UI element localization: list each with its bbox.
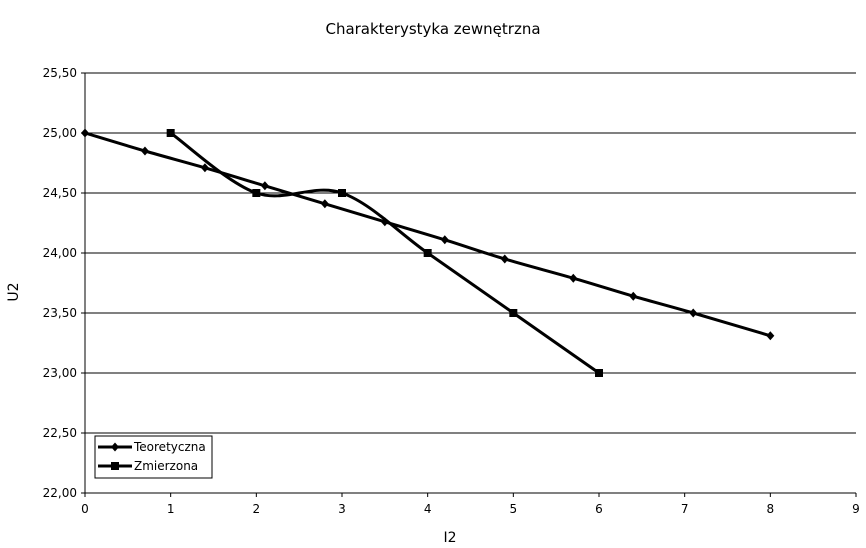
data-point-square [509,309,518,317]
legend-item: Teoretyczna [98,440,206,454]
series-1 [81,128,775,341]
y-tick-label: 22,00 [43,486,77,500]
data-point-diamond [320,199,329,209]
data-point-diamond [200,163,209,173]
x-tick-label: 3 [338,502,346,516]
series-2 [166,129,603,377]
y-tick-label: 24,00 [43,246,77,260]
x-tick-label: 9 [852,502,860,516]
x-tick-label: 1 [167,502,175,516]
data-point-square [595,369,603,377]
y-tick-label: 24,50 [43,186,77,200]
legend: Teoretyczna Zmierzona [94,435,213,479]
x-axis-label: I2 [443,530,456,546]
x-tick-label: 6 [595,502,603,516]
data-point-diamond [81,128,89,138]
x-tick-label: 8 [767,502,775,516]
y-tick-label: 23,50 [43,306,77,320]
data-point-diamond [140,146,149,156]
y-tick-label: 23,00 [43,366,77,380]
data-point-square [252,189,261,197]
data-point-diamond [440,235,449,245]
x-tick-label: 7 [681,502,689,516]
gridlines [85,72,856,434]
x-tick-label: 4 [424,502,432,516]
data-point-diamond [766,331,775,341]
series-line [83,131,772,338]
y-tick-label: 25,50 [43,66,77,80]
y-tick-label: 25,00 [43,126,77,140]
data-point-diamond [500,254,509,264]
legend-box [94,435,213,479]
series-line [169,131,601,375]
data-point-diamond [569,273,578,283]
legend-swatch-marker [111,442,119,452]
chart-title: Charakterystyka zewnętrzna [325,20,541,38]
series-lines [81,128,775,377]
y-axis-label: U2 [6,282,22,301]
data-point-square [166,129,175,137]
data-point-diamond [260,181,269,191]
x-axis-ticks: 0 1 2 3 4 5 6 7 8 9 [81,493,860,516]
data-point-square [338,189,346,197]
y-tick-label: 22,50 [43,426,77,440]
x-tick-label: 0 [81,502,89,516]
legend-item: Zmierzona [98,459,198,473]
y-axis-ticks: 22,00 22,50 23,00 23,50 24,00 24,50 25,00 25,50 [43,66,85,500]
x-tick-label: 5 [510,502,518,516]
axes [84,73,856,494]
data-point-square [423,249,432,257]
legend-label: Zmierzona [134,459,198,473]
legend-label: Teoretyczna [133,440,206,454]
data-point-diamond [689,308,698,318]
legend-swatch-marker [111,462,119,470]
data-point-diamond [629,291,638,301]
x-tick-label: 2 [253,502,261,516]
